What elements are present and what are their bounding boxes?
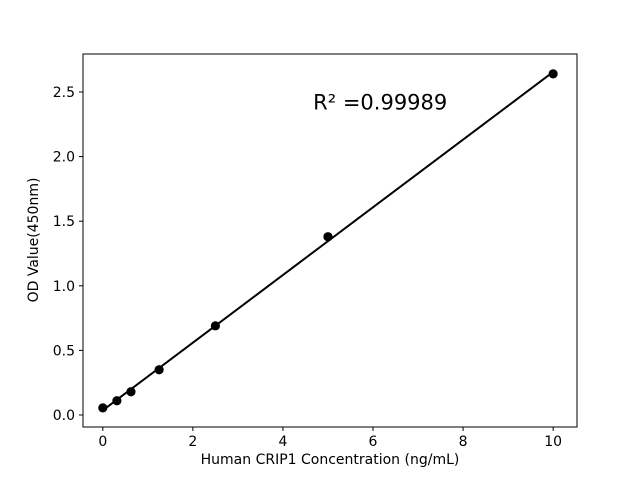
y-tick-label: 1.0 (53, 279, 75, 295)
data-point (210, 321, 220, 331)
data-point (548, 69, 558, 79)
data-point (98, 403, 108, 413)
axis-ticks: 0 2 4 6 8 10 0.0 0.5 1.0 1.5 2.0 2.5 (53, 85, 562, 450)
plot-area-frame (82, 53, 578, 428)
x-tick-label: 2 (188, 434, 197, 450)
x-tick-label: 8 (459, 434, 468, 450)
x-tick-label: 0 (98, 434, 107, 450)
data-point (323, 232, 333, 242)
x-tick-label: 10 (544, 434, 562, 450)
y-tick-label: 0.5 (53, 343, 75, 359)
x-tick-label: 4 (278, 434, 287, 450)
y-tick-label: 1.5 (53, 214, 75, 230)
y-tick-label: 0.0 (53, 408, 75, 424)
x-tick-label: 6 (369, 434, 378, 450)
y-tick-label: 2.0 (53, 150, 75, 166)
data-points-group (98, 69, 558, 413)
data-point (126, 387, 136, 397)
data-point (154, 365, 164, 375)
data-point (112, 396, 122, 406)
x-axis-label: Human CRIP1 Concentration (ng/mL) (201, 452, 460, 468)
y-tick-label: 2.5 (53, 85, 75, 101)
r-squared-annotation: R² =0.99989 (313, 90, 447, 114)
y-axis-label: OD Value(450nm) (26, 178, 42, 303)
